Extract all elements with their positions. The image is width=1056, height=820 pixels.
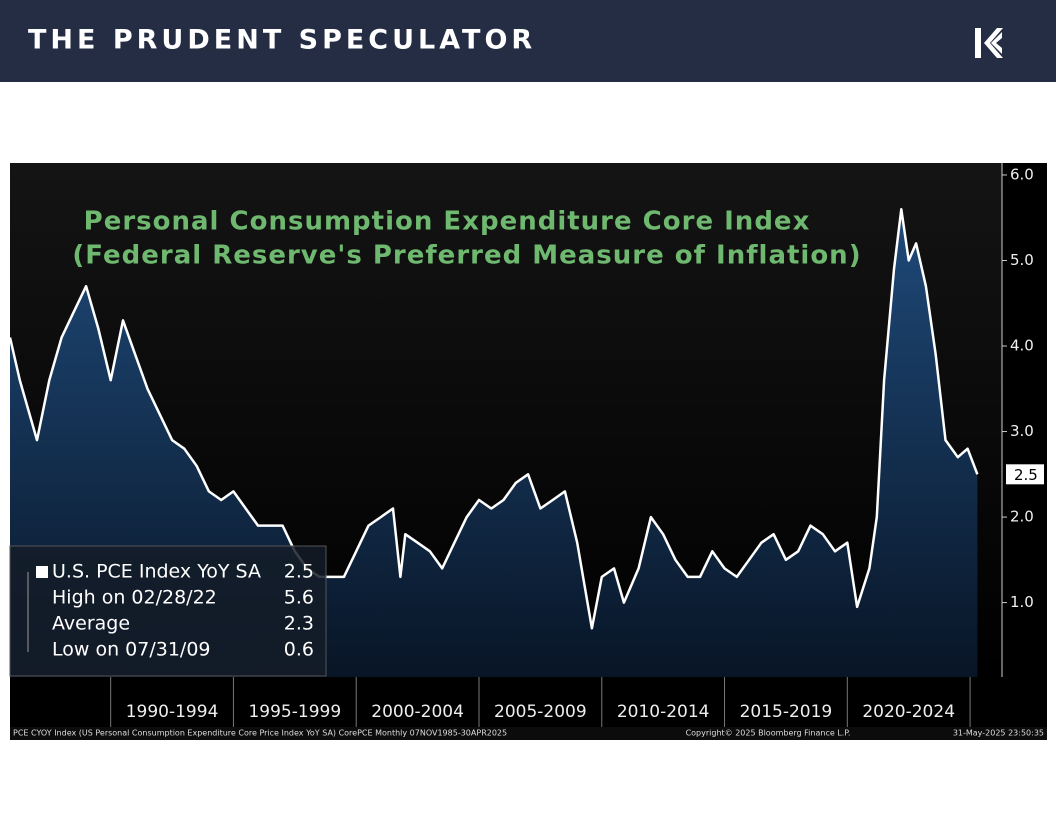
header-bar [0,0,1056,82]
y-tick-label: 6.0 [1010,165,1034,183]
legend-label: Average [52,613,130,635]
x-period-label: 2020-2024 [862,702,955,722]
x-period-label: 2005-2009 [494,702,587,722]
last-value-tag [1006,464,1044,485]
legend-value: 5.6 [284,587,314,609]
x-period-label: 2000-2004 [371,702,464,722]
legend-label: U.S. PCE Index YoY SA [52,561,261,583]
y-tick-label: 1.0 [1010,593,1034,611]
x-period-label: 1995-1999 [248,702,341,722]
legend-box [9,545,327,677]
x-period-label: 1990-1994 [126,702,219,722]
chart-subtitle: (Federal Reserve's Preferred Measure of … [72,241,861,271]
legend-swatch [36,566,48,578]
legend-value: 2.3 [284,613,314,635]
footer-timestamp: 31-May-2025 23:50:35 [953,729,1044,738]
line [8,207,979,630]
y-tick-label: 2.0 [1010,508,1034,526]
logo [975,28,1003,58]
x-period-label: 2010-2014 [617,702,710,722]
legend-label: High on 02/28/22 [52,587,217,609]
legend-value: 0.6 [284,639,314,661]
footer-bar [10,727,1047,740]
y-tick-label: 5.0 [1010,251,1034,269]
x-period-label: 2015-2019 [740,702,833,722]
footer-copyright: Copyright© 2025 Bloomberg Finance L.P. [686,729,851,738]
footer-source: PCE CYOY Index (US Personal Consumption … [13,729,507,738]
legend-label: Low on 07/31/09 [52,639,211,661]
last-value-label: 2.5 [1014,466,1038,484]
legend-value: 2.5 [284,561,314,583]
y-tick-label: 4.0 [1010,337,1034,355]
chart-title: Personal Consumption Expenditure Core In… [84,207,811,237]
header-title: THE PRUDENT SPECULATOR [28,25,536,56]
y-tick-label: 3.0 [1010,422,1034,440]
